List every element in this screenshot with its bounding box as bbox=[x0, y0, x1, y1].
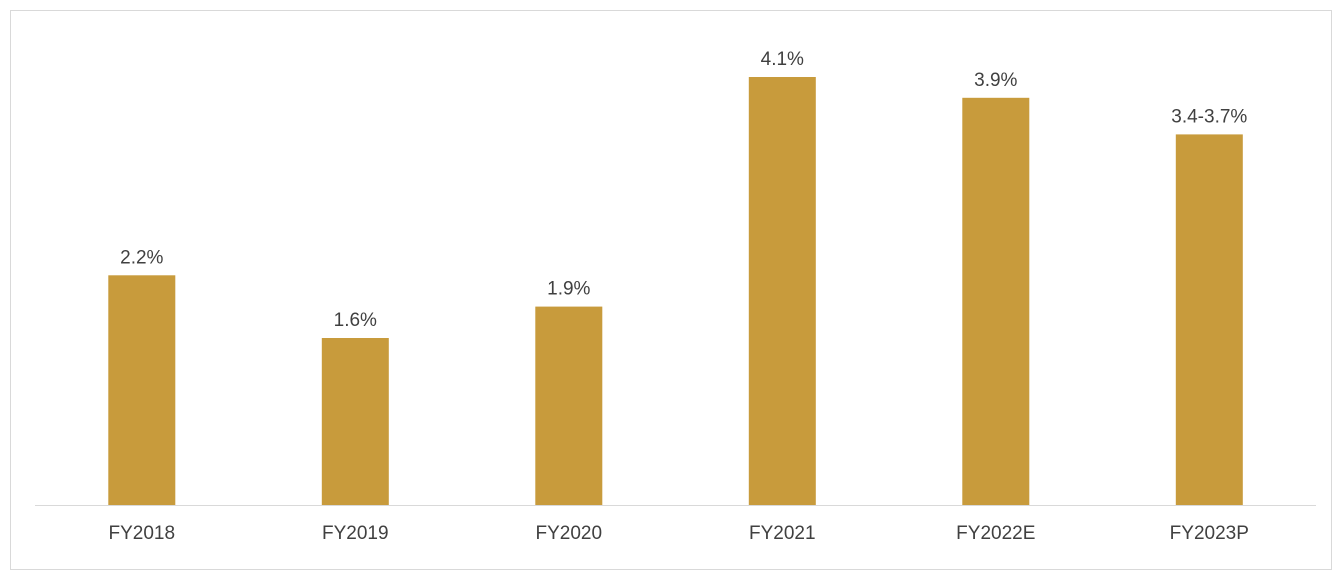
data-label-fy2020: 1.9% bbox=[547, 279, 590, 300]
bar-fy2019 bbox=[322, 338, 389, 505]
bar-fy2022e bbox=[962, 98, 1029, 505]
x-tick-labels-layer: FY2018 FY2019 FY2020 FY2021 FY2022E FY2023P bbox=[109, 523, 1249, 544]
bar-fy2021 bbox=[749, 77, 816, 505]
data-label-fy2023p: 3.4-3.7% bbox=[1171, 106, 1247, 127]
x-tick-label-fy2019: FY2019 bbox=[322, 523, 389, 544]
x-tick-label-fy2023p: FY2023P bbox=[1170, 523, 1249, 544]
bars-layer bbox=[108, 77, 1243, 505]
data-label-fy2022e: 3.9% bbox=[974, 70, 1017, 91]
x-tick-label-fy2018: FY2018 bbox=[109, 523, 176, 544]
bar-chart: 2.2%1.6%1.9%4.1%3.9%3.4-3.7% FY2018 FY201… bbox=[0, 0, 1333, 555]
bar-fy2023p bbox=[1176, 134, 1243, 505]
x-tick-label-fy2021: FY2021 bbox=[749, 523, 816, 544]
x-tick-label-fy2022e: FY2022E bbox=[956, 523, 1035, 544]
x-tick-label-fy2020: FY2020 bbox=[536, 523, 603, 544]
bar-fy2018 bbox=[108, 275, 175, 505]
data-label-fy2018: 2.2% bbox=[120, 247, 163, 268]
bar-fy2020 bbox=[535, 307, 602, 505]
data-labels-layer: 2.2% 1.6% 1.9% 4.1% 3.9% 3.4-3.7% bbox=[120, 49, 1247, 331]
data-label-fy2021: 4.1% bbox=[761, 49, 804, 70]
data-label-fy2019: 1.6% bbox=[334, 310, 377, 331]
